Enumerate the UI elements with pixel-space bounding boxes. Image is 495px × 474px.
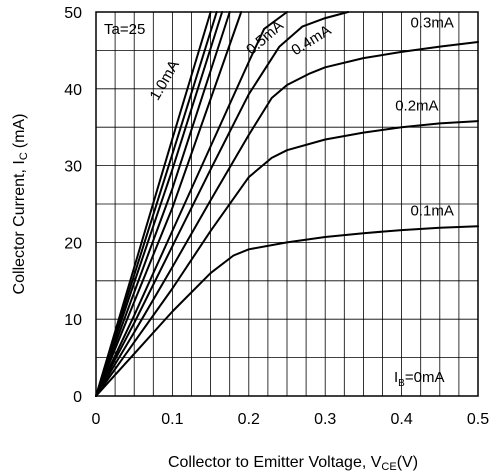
x-tick-label: 0.4 — [390, 411, 412, 428]
series-line — [95, 11, 218, 397]
curves — [95, 11, 479, 397]
x-tick-label: 0.1 — [161, 411, 183, 428]
x-axis-label-unit: (V) — [397, 454, 418, 471]
ib-zero-annotation: IB=0mA — [394, 369, 444, 389]
y-tick-label: 0 — [73, 389, 82, 406]
x-axis-label: Collector to Emitter Voltage, VCE(V) — [168, 454, 418, 473]
series-line — [95, 225, 479, 397]
y-axis-label: Collector Current, IC (mA) — [11, 114, 30, 295]
x-tick-label: 0.3 — [314, 411, 336, 428]
y-tick-label: 30 — [64, 159, 82, 176]
series-line — [95, 11, 224, 397]
series-line — [95, 41, 479, 397]
x-tick-label: 0.5 — [467, 411, 489, 428]
y-axis-label-sub: C — [18, 152, 30, 160]
series-line — [95, 11, 243, 397]
y-tick-label: 50 — [64, 5, 82, 22]
series-line — [95, 120, 479, 397]
ib-zero-prefix: I — [394, 369, 398, 386]
ib-zero-rest: =0mA — [405, 369, 445, 386]
curve-label: 0.3mA — [410, 14, 453, 31]
x-tick-label: 0 — [92, 411, 101, 428]
x-tick-label: 0.2 — [238, 411, 260, 428]
tick-labels: 0 0.1 0.2 0.3 0.4 0.5 0 10 20 30 40 50 — [64, 5, 489, 428]
series-line — [95, 11, 231, 397]
y-tick-label: 20 — [64, 235, 82, 252]
plot-frame — [95, 11, 479, 397]
y-tick-label: 10 — [64, 312, 82, 329]
curve-label: 0.1mA — [410, 203, 453, 220]
series-line — [95, 11, 212, 397]
curve-label: 0.2mA — [395, 97, 438, 114]
x-axis-label-main: Collector to Emitter Voltage, V — [168, 454, 382, 471]
y-axis-label-unit: (mA) — [11, 114, 28, 149]
series-line — [95, 11, 350, 397]
temperature-annotation: Ta=25 — [104, 21, 145, 38]
y-tick-label: 40 — [64, 82, 82, 99]
series-line — [95, 11, 288, 397]
ib-zero-sub: B — [398, 378, 405, 389]
x-axis-label-sub: CE — [381, 461, 396, 473]
y-axis-label-main: Collector Current, I — [11, 160, 28, 294]
